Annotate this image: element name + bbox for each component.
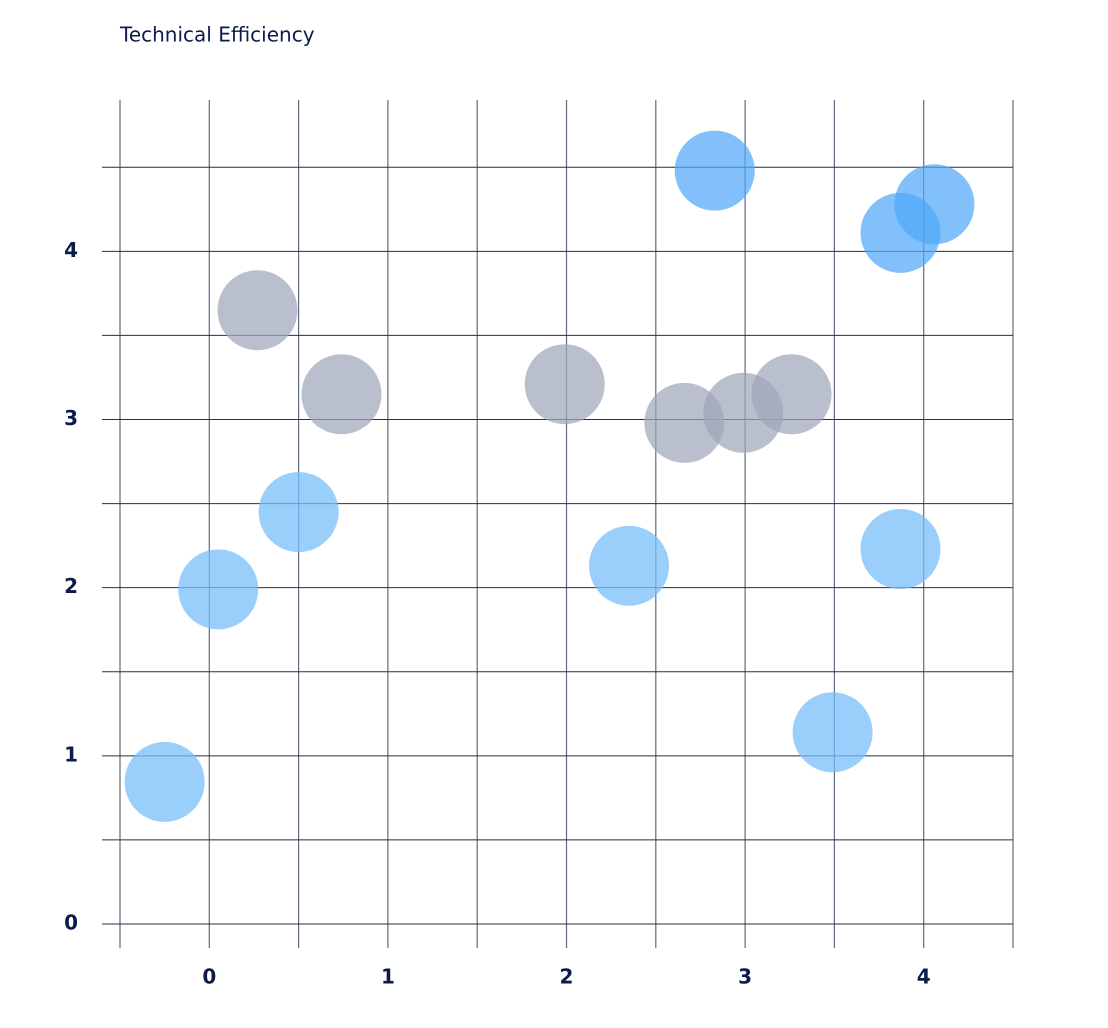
y-tick-label: 3 bbox=[64, 406, 78, 430]
x-tick-label: 0 bbox=[202, 965, 216, 989]
point bbox=[178, 549, 259, 630]
x-tick-label: 1 bbox=[381, 965, 395, 989]
x-tick-label: 4 bbox=[917, 965, 931, 989]
point bbox=[589, 525, 670, 606]
x-tick-label: 3 bbox=[738, 965, 752, 989]
y-tick-label: 0 bbox=[64, 911, 78, 935]
point bbox=[644, 382, 725, 463]
point bbox=[751, 354, 832, 435]
point bbox=[792, 692, 873, 773]
point bbox=[860, 508, 941, 589]
chart-title: Technical Efficiency bbox=[119, 23, 315, 47]
point bbox=[524, 344, 605, 425]
point bbox=[301, 354, 382, 435]
point bbox=[258, 472, 339, 552]
y-tick-label: 2 bbox=[64, 574, 78, 598]
point bbox=[217, 270, 298, 351]
point bbox=[894, 164, 975, 245]
y-tick-label: 4 bbox=[64, 238, 78, 262]
point bbox=[674, 130, 755, 211]
point bbox=[124, 741, 205, 822]
x-tick-label: 2 bbox=[560, 965, 574, 989]
y-tick-label: 1 bbox=[64, 742, 78, 766]
